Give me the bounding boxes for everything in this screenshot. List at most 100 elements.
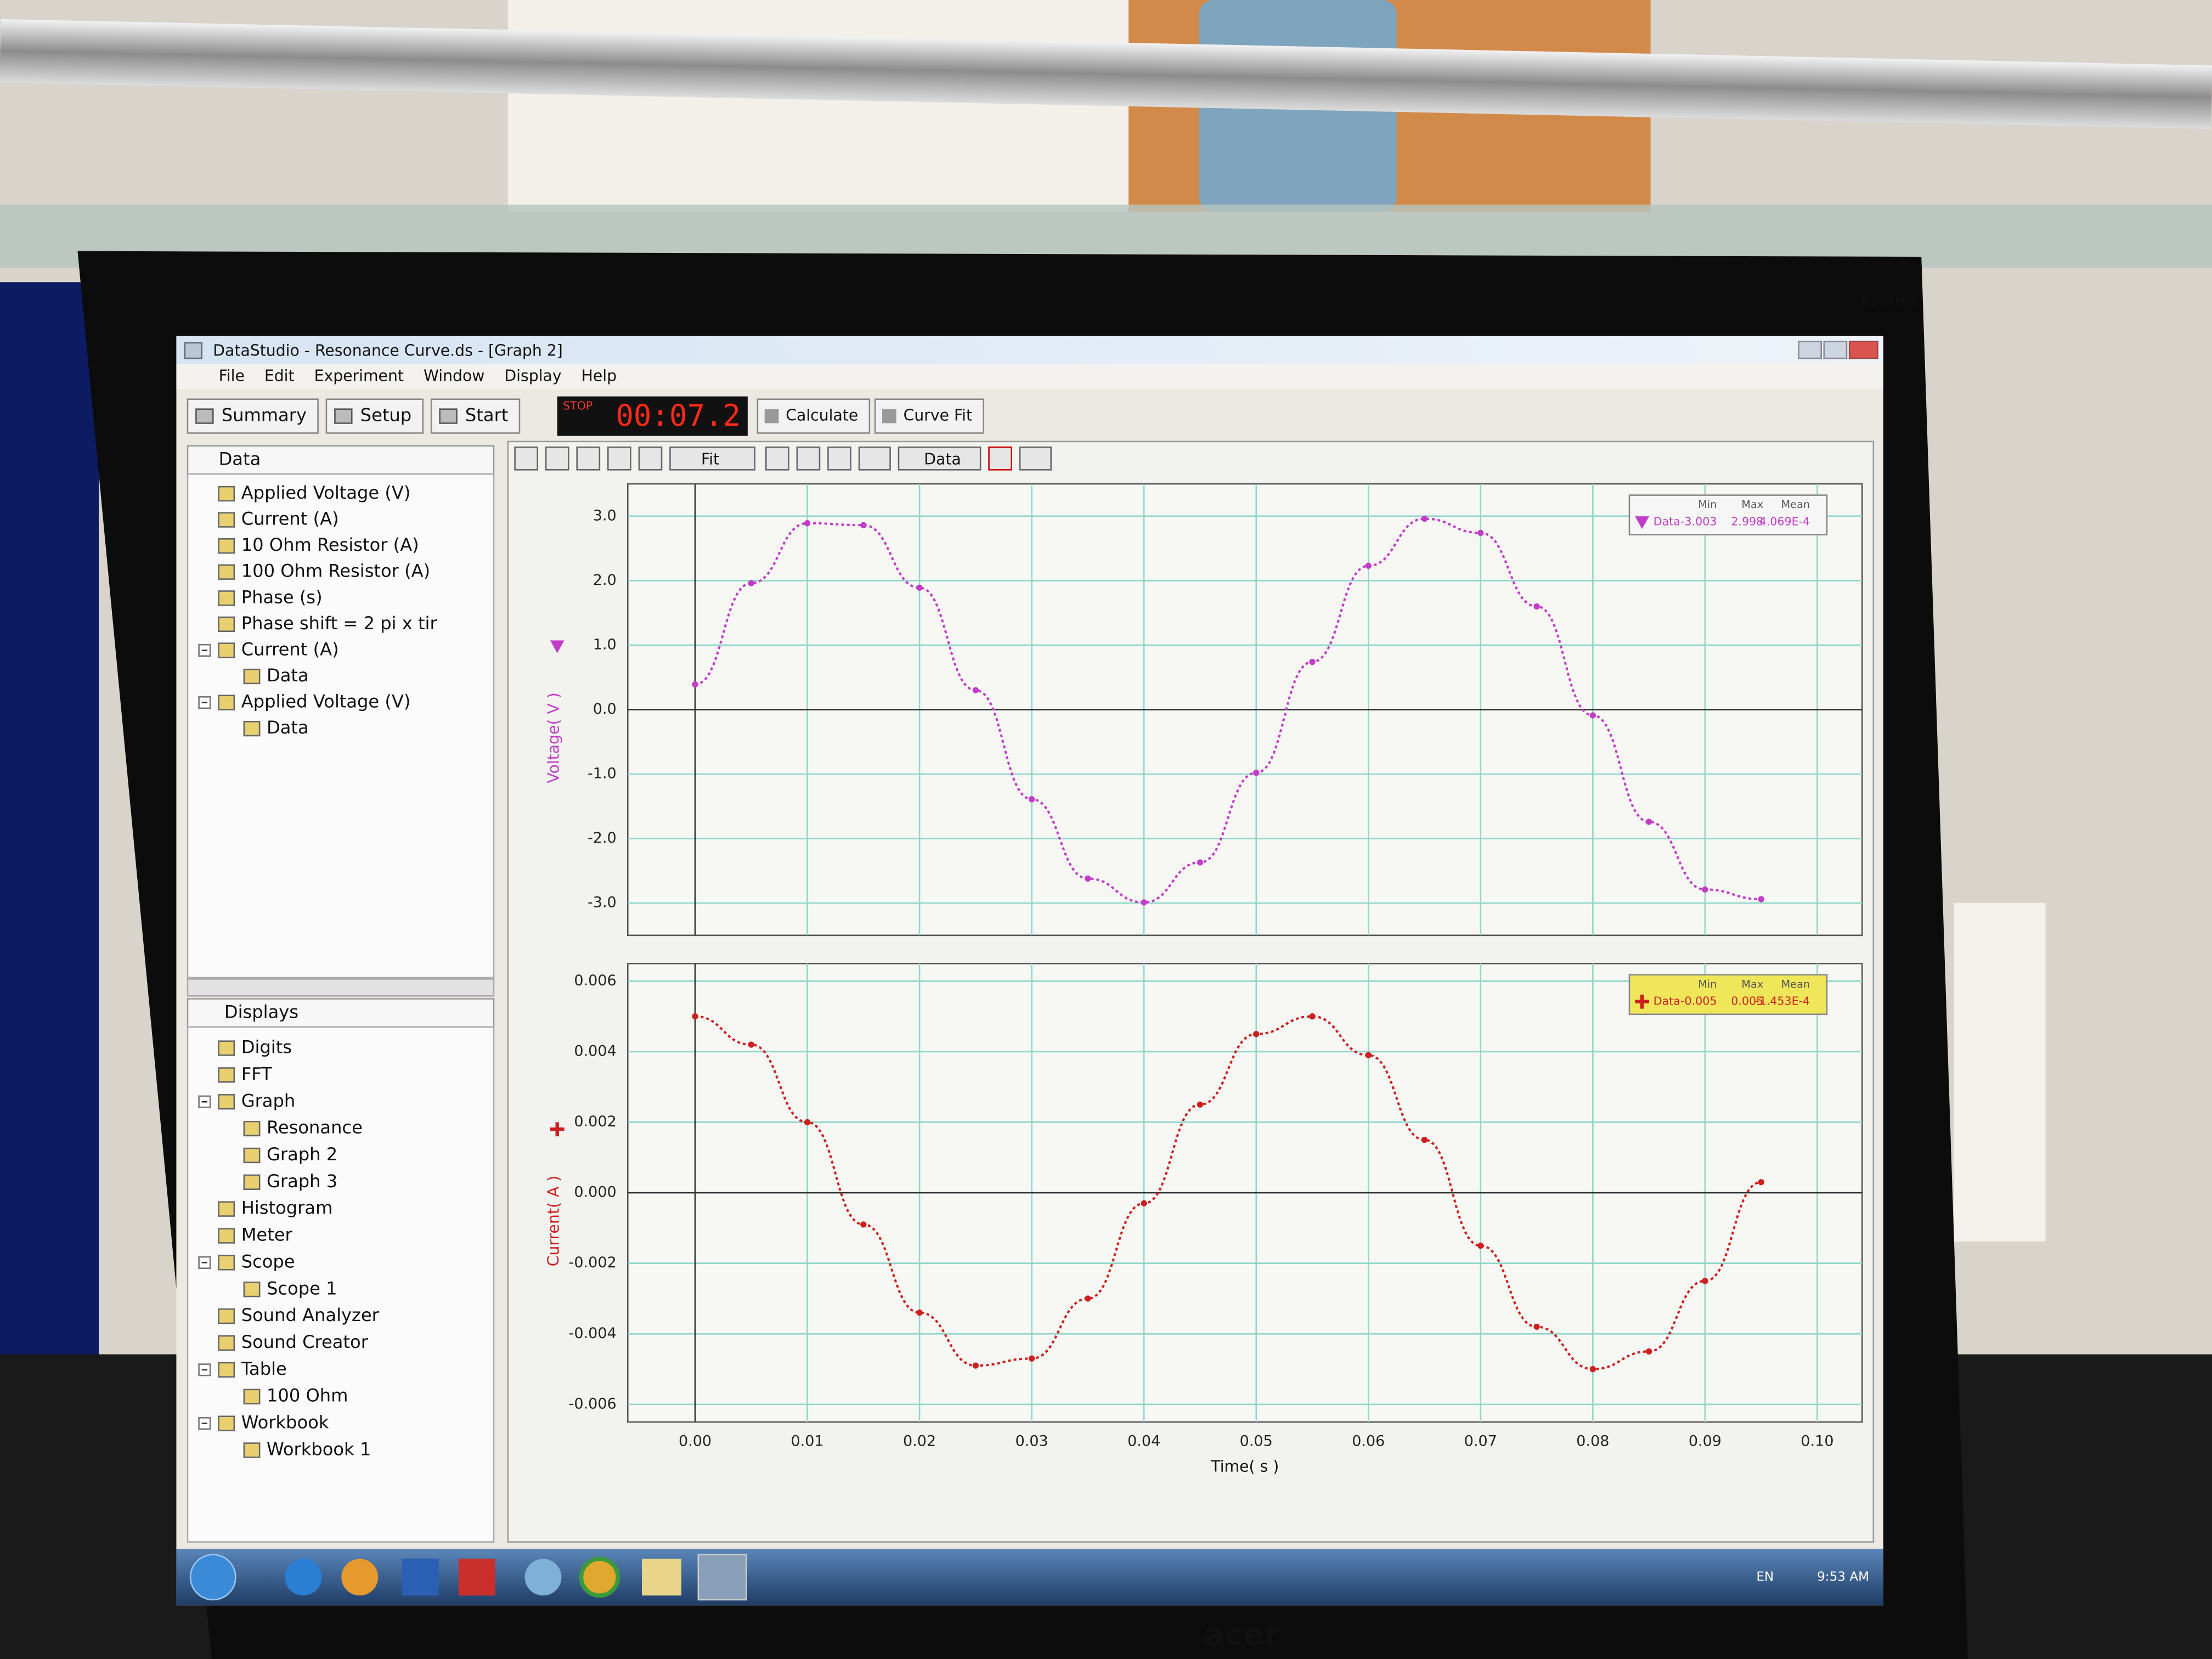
menu-item[interactable]: File xyxy=(219,367,245,385)
legend-name: Data xyxy=(1654,515,1680,528)
tree-item[interactable]: Workbook 1 xyxy=(267,1438,371,1459)
data-point xyxy=(1533,603,1540,610)
data-point xyxy=(1309,658,1316,665)
tree-item[interactable]: Applied Voltage (V) xyxy=(241,691,411,712)
tree-icon xyxy=(218,1040,235,1056)
data-point xyxy=(1589,1365,1596,1373)
stop-label[interactable]: STOP xyxy=(563,399,592,413)
tree-icon xyxy=(243,668,261,685)
menu-item[interactable]: Display xyxy=(504,367,561,385)
tree-item[interactable]: Phase (s) xyxy=(241,586,323,607)
tree-item[interactable]: Sound Creator xyxy=(241,1331,369,1352)
maximize-button[interactable] xyxy=(1823,341,1848,359)
clock[interactable]: 9:53 AM xyxy=(1817,1570,1869,1584)
tree-item[interactable]: Current (A) xyxy=(241,639,339,659)
tool-icon[interactable] xyxy=(1019,446,1052,471)
x-tick-label: 0.08 xyxy=(1576,1433,1609,1450)
data-point xyxy=(1702,1278,1708,1284)
tree-item[interactable]: 10 Ohm Resistor (A) xyxy=(241,534,419,555)
tool-icon[interactable] xyxy=(607,446,631,471)
window-title: DataStudio - Resonance Curve.ds - [Graph… xyxy=(213,341,562,359)
tree-item[interactable]: Meter xyxy=(241,1224,293,1245)
tool-icon[interactable] xyxy=(576,446,601,471)
taskbar-icon[interactable] xyxy=(402,1559,439,1596)
minimize-button[interactable] xyxy=(1798,341,1822,359)
menu-item[interactable]: Experiment xyxy=(314,367,404,385)
tree-item[interactable]: Graph xyxy=(241,1090,296,1111)
y-tick-label: 0.0 xyxy=(593,701,617,718)
x-tick-label: 0.05 xyxy=(1240,1433,1273,1450)
taskbar-icon[interactable] xyxy=(285,1559,322,1596)
start-button[interactable] xyxy=(189,1554,236,1601)
tree-item[interactable]: Table xyxy=(241,1358,287,1379)
menu-item[interactable]: Edit xyxy=(264,367,295,385)
tree-item[interactable]: Scope xyxy=(241,1251,295,1272)
language[interactable]: EN xyxy=(1756,1570,1774,1584)
tree-item[interactable]: Digits xyxy=(241,1037,292,1058)
data-point xyxy=(1421,515,1428,522)
y-tick-label: -0.002 xyxy=(569,1254,617,1271)
tool-icon[interactable] xyxy=(545,446,569,471)
tool-icon[interactable] xyxy=(514,446,539,471)
menu: File Edit Experiment Window Display Help xyxy=(219,367,617,385)
timer: 00:07.2 xyxy=(616,398,741,433)
tree-item[interactable]: Graph 3 xyxy=(267,1171,337,1192)
data-point xyxy=(1533,1323,1540,1330)
tool-icon[interactable] xyxy=(796,446,821,471)
tree-item[interactable]: Phase shift = 2 pi x tir xyxy=(241,613,438,634)
data-point xyxy=(1141,1200,1147,1207)
tool-icon[interactable] xyxy=(827,446,851,471)
menu-bar xyxy=(176,364,1883,390)
displays-panel xyxy=(187,1026,495,1543)
menu-item[interactable]: Window xyxy=(424,367,484,385)
chart: 3.0 2.0 1.0 0.0 -1.0 -2.0 -3.0 Voltage( V ) Min M… xyxy=(545,483,1863,936)
data-point xyxy=(1365,562,1372,569)
tree-icon xyxy=(218,1255,235,1271)
tree-item[interactable]: Resonance xyxy=(267,1117,363,1138)
tree-icon xyxy=(218,1094,235,1110)
series-marker xyxy=(1635,516,1649,529)
side-panel xyxy=(0,282,99,1383)
data-button[interactable] xyxy=(898,446,981,471)
tree-item[interactable]: Applied Voltage (V) xyxy=(241,482,411,503)
tree-item[interactable]: Current (A) xyxy=(241,509,339,529)
tree-item[interactable]: Workbook xyxy=(241,1412,329,1433)
taskbar-icon[interactable] xyxy=(458,1559,495,1596)
tree-icon xyxy=(218,564,235,580)
taskbar-icon[interactable] xyxy=(524,1559,562,1596)
taskbar-icon[interactable] xyxy=(642,1559,681,1596)
tree-item[interactable]: 100 Ohm Resistor (A) xyxy=(241,561,430,582)
tree-item[interactable]: Scope 1 xyxy=(267,1278,337,1299)
button-icon xyxy=(439,408,458,424)
tree-item[interactable]: Graph 2 xyxy=(267,1144,337,1165)
metal-rail xyxy=(0,19,2212,129)
tool-icon[interactable] xyxy=(765,446,789,471)
displays-dropdown[interactable] xyxy=(187,998,495,1028)
data-label: Data xyxy=(924,450,961,468)
data-point xyxy=(1477,529,1484,536)
wall-socket xyxy=(1954,902,2046,1242)
tree-item[interactable]: Data xyxy=(267,665,309,686)
y-axis-label: Current( A ) xyxy=(545,1176,563,1267)
scrollbar[interactable] xyxy=(187,978,495,997)
data-dropdown[interactable] xyxy=(187,445,495,475)
taskbar-icon[interactable] xyxy=(341,1559,379,1596)
tool-icon[interactable] xyxy=(988,446,1013,471)
tool-icon[interactable] xyxy=(638,446,663,471)
tree-item[interactable]: FFT xyxy=(241,1063,272,1084)
tree-item[interactable]: Data xyxy=(267,717,309,738)
tree-item[interactable]: Histogram xyxy=(241,1198,333,1218)
fit-button[interactable] xyxy=(669,446,755,471)
tree-item[interactable]: 100 Ohm xyxy=(267,1385,348,1406)
tool-button-label: Calculate xyxy=(786,407,858,425)
data-point xyxy=(1645,1348,1652,1355)
taskbar-icon[interactable] xyxy=(697,1554,747,1601)
data-point xyxy=(1365,1052,1372,1059)
menu-item[interactable]: Help xyxy=(582,367,617,385)
series-line xyxy=(695,517,1762,904)
tree-item[interactable]: Sound Analyzer xyxy=(241,1305,380,1325)
taskbar-icon[interactable] xyxy=(579,1556,620,1598)
tool-icon[interactable] xyxy=(858,446,891,471)
y-tick-label: -3.0 xyxy=(588,894,617,911)
close-button[interactable] xyxy=(1848,341,1878,359)
